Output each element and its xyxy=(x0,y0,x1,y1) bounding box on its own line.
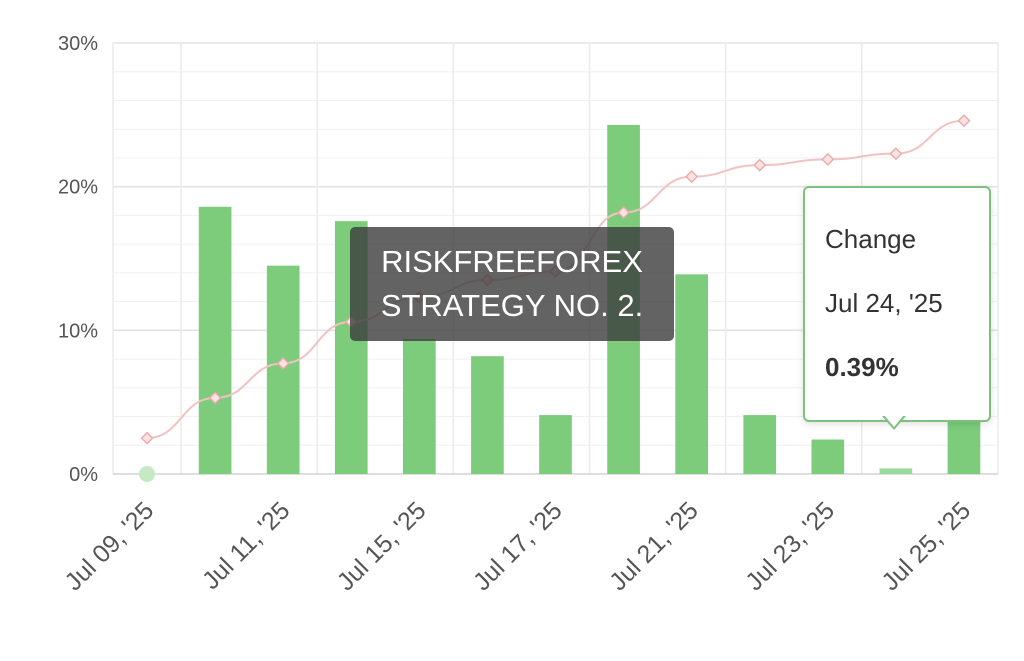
line-point-Jul 23, '25 xyxy=(821,152,835,166)
bar-Jul 15, '25 xyxy=(403,338,436,474)
line-point-Jul 25, '25 xyxy=(957,114,971,128)
y-tick-label: 0% xyxy=(69,464,98,486)
tooltip-value: 0.39% xyxy=(825,352,899,382)
bar-Jul 22, '25 xyxy=(743,415,777,474)
y-tick-label: 10% xyxy=(58,320,98,342)
x-tick-label: Jul 25, '25 xyxy=(876,496,976,596)
line-point-Jul 22, '25 xyxy=(753,158,767,172)
bars xyxy=(139,124,981,482)
x-axis: Jul 09, '25 Jul 11, '25 Jul 15, '25 Jul 17,… xyxy=(59,496,976,596)
bar-Jul 24, '25 xyxy=(879,468,913,474)
x-tick-label: Jul 11, '25 xyxy=(197,496,296,595)
bar-Jul 10, '25 xyxy=(198,206,232,474)
line-point-Jul 21, '25 xyxy=(685,170,699,184)
line-point-Jul 18, '25 xyxy=(617,206,631,220)
bar-Jul 16, '25 xyxy=(471,356,504,474)
line-point-Jul 24, '25 xyxy=(889,147,903,161)
x-tick-label: Jul 09, '25 xyxy=(59,496,159,596)
x-tick-label: Jul 17, '25 xyxy=(468,496,568,596)
zero-value-marker xyxy=(139,466,156,482)
bar-Jul 17, '25 xyxy=(539,415,572,474)
watermark-line-2: STRATEGY NO. 2. xyxy=(380,288,644,323)
tooltip-pointer-fill xyxy=(884,415,904,427)
tooltip: Change Jul 24, '25 0.39% xyxy=(803,186,991,422)
watermark: RISKFREEFOREX STRATEGY NO. 2. xyxy=(350,227,674,341)
x-tick-label: Jul 21, '25 xyxy=(604,496,704,596)
x-tick-label: Jul 15, '25 xyxy=(332,496,432,596)
line-point-Jul 10, '25 xyxy=(208,391,222,405)
y-axis: 0% 10% 20% 30% xyxy=(58,33,98,486)
watermark-line-1: RISKFREEFOREX xyxy=(381,244,643,279)
line-point-Jul 09, '25 xyxy=(140,431,154,445)
y-tick-label: 20% xyxy=(58,177,98,199)
y-tick-label: 30% xyxy=(58,33,98,55)
x-tick-label: Jul 23, '25 xyxy=(740,496,840,596)
tooltip-label: Change xyxy=(825,224,917,254)
line-point-Jul 11, '25 xyxy=(276,356,290,370)
bar-Jul 25, '25 xyxy=(947,420,981,474)
bar-Jul 23, '25 xyxy=(811,439,845,474)
bar-Jul 21, '25 xyxy=(675,274,708,474)
tooltip-date: Jul 24, '25 xyxy=(825,288,943,318)
